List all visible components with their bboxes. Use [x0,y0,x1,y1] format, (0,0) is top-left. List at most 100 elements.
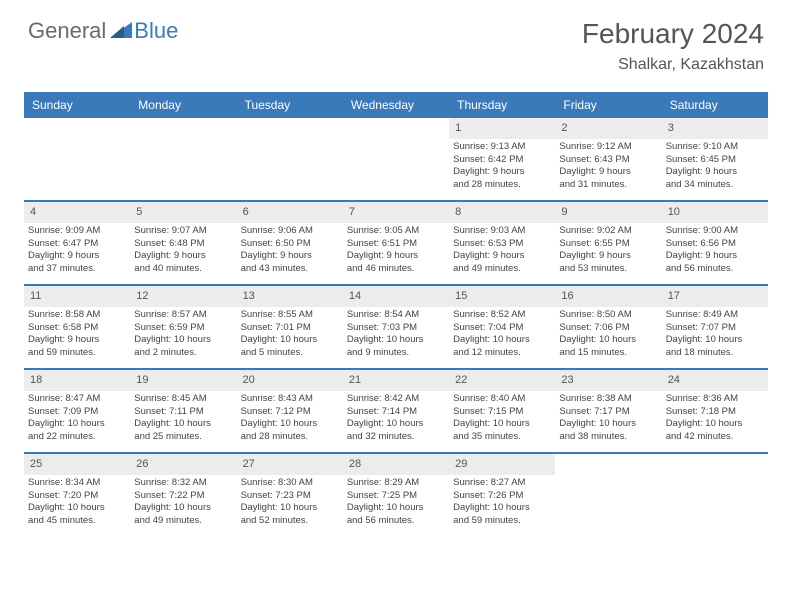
day-cell [343,118,449,200]
sunset-text: Sunset: 7:26 PM [453,490,551,503]
day-cell: 10Sunrise: 9:00 AMSunset: 6:56 PMDayligh… [662,202,768,284]
sunset-text: Sunset: 7:14 PM [347,406,445,419]
day-number: 12 [130,286,236,307]
sunset-text: Sunset: 6:59 PM [134,322,232,335]
daylight2-text: and 28 minutes. [453,179,551,192]
day-number: 5 [130,202,236,223]
daylight1-text: Daylight: 9 hours [559,166,657,179]
day-body: Sunrise: 8:50 AMSunset: 7:06 PMDaylight:… [555,309,661,364]
day-number: 25 [24,454,130,475]
daylight1-text: Daylight: 9 hours [347,250,445,263]
day-body: Sunrise: 8:32 AMSunset: 7:22 PMDaylight:… [130,477,236,532]
daylight1-text: Daylight: 9 hours [666,166,764,179]
daylight2-text: and 49 minutes. [453,263,551,276]
day-body: Sunrise: 8:57 AMSunset: 6:59 PMDaylight:… [130,309,236,364]
daylight1-text: Daylight: 10 hours [347,502,445,515]
day-number: 8 [449,202,555,223]
sunset-text: Sunset: 6:42 PM [453,154,551,167]
day-body: Sunrise: 8:43 AMSunset: 7:12 PMDaylight:… [237,393,343,448]
sunset-text: Sunset: 6:50 PM [241,238,339,251]
sunset-text: Sunset: 7:25 PM [347,490,445,503]
day-body: Sunrise: 8:36 AMSunset: 7:18 PMDaylight:… [662,393,768,448]
day-number: 21 [343,370,449,391]
day-cell: 14Sunrise: 8:54 AMSunset: 7:03 PMDayligh… [343,286,449,368]
day-body: Sunrise: 8:45 AMSunset: 7:11 PMDaylight:… [130,393,236,448]
day-body: Sunrise: 8:27 AMSunset: 7:26 PMDaylight:… [449,477,555,532]
sunrise-text: Sunrise: 8:54 AM [347,309,445,322]
daylight1-text: Daylight: 9 hours [453,250,551,263]
day-header: Sunday [24,92,130,118]
sunset-text: Sunset: 6:56 PM [666,238,764,251]
daylight2-text: and 9 minutes. [347,347,445,360]
day-cell [24,118,130,200]
daylight1-text: Daylight: 10 hours [666,334,764,347]
day-number: 6 [237,202,343,223]
day-cell: 22Sunrise: 8:40 AMSunset: 7:15 PMDayligh… [449,370,555,452]
sunset-text: Sunset: 6:48 PM [134,238,232,251]
day-cell: 20Sunrise: 8:43 AMSunset: 7:12 PMDayligh… [237,370,343,452]
day-body: Sunrise: 8:52 AMSunset: 7:04 PMDaylight:… [449,309,555,364]
day-body: Sunrise: 8:55 AMSunset: 7:01 PMDaylight:… [237,309,343,364]
day-number: 4 [24,202,130,223]
sunset-text: Sunset: 7:22 PM [134,490,232,503]
logo-text-general: General [28,18,106,44]
sunrise-text: Sunrise: 8:34 AM [28,477,126,490]
day-cell: 19Sunrise: 8:45 AMSunset: 7:11 PMDayligh… [130,370,236,452]
location: Shalkar, Kazakhstan [582,56,764,74]
sunrise-text: Sunrise: 8:38 AM [559,393,657,406]
sunset-text: Sunset: 7:09 PM [28,406,126,419]
daylight2-text: and 22 minutes. [28,431,126,444]
sunrise-text: Sunrise: 8:29 AM [347,477,445,490]
sunrise-text: Sunrise: 9:06 AM [241,225,339,238]
daylight1-text: Daylight: 9 hours [28,250,126,263]
sunrise-text: Sunrise: 8:49 AM [666,309,764,322]
day-body: Sunrise: 9:10 AMSunset: 6:45 PMDaylight:… [662,141,768,196]
day-number: 13 [237,286,343,307]
day-cell: 9Sunrise: 9:02 AMSunset: 6:55 PMDaylight… [555,202,661,284]
day-cell: 29Sunrise: 8:27 AMSunset: 7:26 PMDayligh… [449,454,555,536]
day-cell: 8Sunrise: 9:03 AMSunset: 6:53 PMDaylight… [449,202,555,284]
day-body: Sunrise: 8:30 AMSunset: 7:23 PMDaylight:… [237,477,343,532]
daylight2-text: and 59 minutes. [28,347,126,360]
calendar: SundayMondayTuesdayWednesdayThursdayFrid… [24,92,768,536]
sunset-text: Sunset: 7:01 PM [241,322,339,335]
daylight1-text: Daylight: 10 hours [241,334,339,347]
day-body: Sunrise: 8:58 AMSunset: 6:58 PMDaylight:… [24,309,130,364]
day-number: 28 [343,454,449,475]
daylight1-text: Daylight: 9 hours [241,250,339,263]
daylight2-text: and 45 minutes. [28,515,126,528]
daylight2-text: and 37 minutes. [28,263,126,276]
daylight2-text: and 28 minutes. [241,431,339,444]
sunset-text: Sunset: 6:45 PM [666,154,764,167]
sunrise-text: Sunrise: 8:32 AM [134,477,232,490]
day-body: Sunrise: 8:40 AMSunset: 7:15 PMDaylight:… [449,393,555,448]
daylight1-text: Daylight: 10 hours [134,502,232,515]
day-cell: 13Sunrise: 8:55 AMSunset: 7:01 PMDayligh… [237,286,343,368]
day-cell [130,118,236,200]
day-number: 3 [662,118,768,139]
daylight1-text: Daylight: 10 hours [28,502,126,515]
day-cell [555,454,661,536]
day-header-row: SundayMondayTuesdayWednesdayThursdayFrid… [24,92,768,118]
day-cell: 11Sunrise: 8:58 AMSunset: 6:58 PMDayligh… [24,286,130,368]
sunset-text: Sunset: 7:12 PM [241,406,339,419]
sunset-text: Sunset: 7:04 PM [453,322,551,335]
day-cell: 5Sunrise: 9:07 AMSunset: 6:48 PMDaylight… [130,202,236,284]
daylight2-text: and 12 minutes. [453,347,551,360]
day-cell [237,118,343,200]
sunrise-text: Sunrise: 8:55 AM [241,309,339,322]
day-body: Sunrise: 9:02 AMSunset: 6:55 PMDaylight:… [555,225,661,280]
day-cell: 4Sunrise: 9:09 AMSunset: 6:47 PMDaylight… [24,202,130,284]
sunset-text: Sunset: 7:18 PM [666,406,764,419]
sunrise-text: Sunrise: 8:58 AM [28,309,126,322]
sunset-text: Sunset: 7:20 PM [28,490,126,503]
daylight2-text: and 59 minutes. [453,515,551,528]
week-row: 4Sunrise: 9:09 AMSunset: 6:47 PMDaylight… [24,200,768,284]
daylight1-text: Daylight: 10 hours [453,418,551,431]
logo: General Blue [28,18,178,44]
logo-triangle-icon [110,20,132,43]
sunrise-text: Sunrise: 8:47 AM [28,393,126,406]
header: General Blue February 2024 Shalkar, Kaza… [0,0,792,84]
day-number: 1 [449,118,555,139]
day-number: 16 [555,286,661,307]
